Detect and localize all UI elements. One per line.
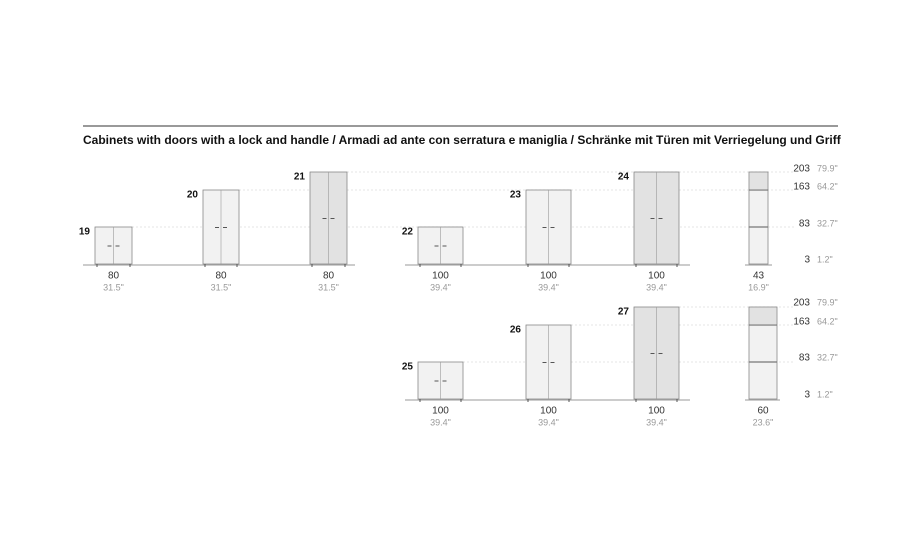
width-in: 39.4" [646, 282, 667, 292]
height-cm: 3 [804, 390, 810, 401]
height-in: 32.7" [817, 352, 838, 362]
width-cm: 43 [753, 271, 765, 282]
width-cm: 100 [540, 271, 557, 282]
width-cm: 80 [108, 271, 120, 282]
width-in: 23.6" [753, 417, 774, 427]
width-cm: 80 [215, 271, 227, 282]
cabinet-number: 19 [79, 227, 91, 238]
width-cm: 100 [540, 406, 557, 417]
height-in: 79.9" [817, 163, 838, 173]
cabinet [748, 171, 769, 265]
height-cm: 203 [793, 164, 810, 175]
cabinet-number: 25 [402, 362, 414, 373]
height-cm: 163 [793, 182, 810, 193]
width-in: 39.4" [430, 282, 451, 292]
cabinet-number: 24 [618, 172, 630, 183]
width-in: 16.9" [748, 282, 769, 292]
height-in: 79.9" [817, 297, 838, 307]
width-in: 31.5" [318, 282, 339, 292]
width-cm: 80 [323, 271, 335, 282]
height-cm: 83 [799, 353, 811, 364]
width-in: 39.4" [538, 417, 559, 427]
height-in: 64.2" [817, 181, 838, 191]
width-cm: 100 [432, 271, 449, 282]
cabinet-number: 23 [510, 190, 522, 201]
top-section [749, 172, 768, 190]
width-in: 39.4" [538, 282, 559, 292]
height-in: 1.2" [817, 389, 833, 399]
height-cm: 203 [793, 298, 810, 309]
width-in: 39.4" [430, 417, 451, 427]
top-section [749, 307, 777, 325]
width-cm: 100 [432, 406, 449, 417]
cabinet-number: 20 [187, 190, 199, 201]
height-cm: 163 [793, 317, 810, 328]
height-in: 1.2" [817, 254, 833, 264]
cabinet-number: 27 [618, 307, 630, 318]
height-in: 64.2" [817, 316, 838, 326]
height-cm: 3 [804, 255, 810, 266]
height-cm: 83 [799, 219, 811, 230]
width-in: 39.4" [646, 417, 667, 427]
cabinet-number: 22 [402, 227, 414, 238]
width-in: 31.5" [103, 282, 124, 292]
title: Cabinets with doors with a lock and hand… [83, 133, 842, 147]
width-cm: 100 [648, 406, 665, 417]
height-in: 32.7" [817, 218, 838, 228]
width-cm: 100 [648, 271, 665, 282]
cabinet-number: 26 [510, 325, 522, 336]
cabinet-number: 21 [294, 172, 306, 183]
width-in: 31.5" [211, 282, 232, 292]
width-cm: 60 [757, 406, 769, 417]
